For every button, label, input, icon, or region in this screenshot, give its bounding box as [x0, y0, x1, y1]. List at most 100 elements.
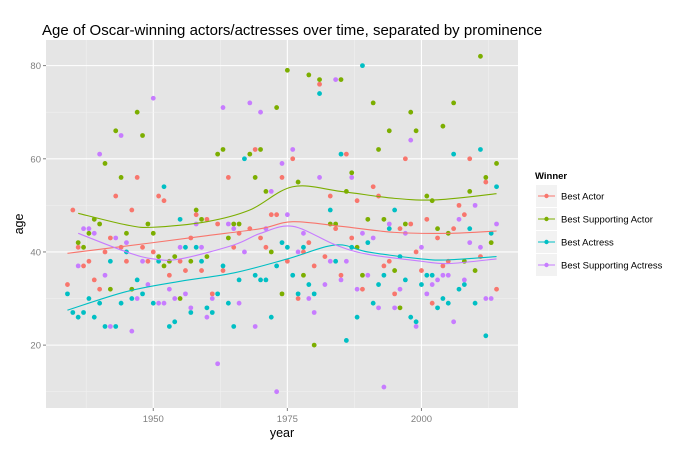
- point-best-supporting-actor: [376, 147, 381, 152]
- point-best-supporting-actor: [215, 151, 221, 157]
- trend-lines: [67, 185, 497, 311]
- point-best-actor: [102, 249, 108, 255]
- point-best-supporting-actor: [140, 133, 145, 138]
- point-best-actress: [360, 63, 365, 69]
- point-best-supporting-actress: [231, 226, 237, 232]
- point-best-actor: [204, 216, 210, 222]
- point-best-supporting-actress: [258, 109, 263, 115]
- point-best-supporting-actress: [284, 212, 290, 218]
- point-best-actress: [483, 333, 489, 339]
- point-best-supporting-actor: [156, 254, 162, 260]
- legend-item-best-actor: Best Actor: [536, 185, 604, 207]
- y-tick-label: 40: [30, 247, 41, 258]
- point-best-actress: [333, 258, 339, 264]
- point-best-actress: [290, 272, 296, 278]
- point-best-actress: [306, 282, 312, 287]
- trend-line-best-supporting-actress: [77, 225, 497, 265]
- point-best-actress: [220, 263, 226, 269]
- point-best-actress: [429, 272, 435, 278]
- point-best-actor: [177, 258, 183, 264]
- point-best-actress: [129, 296, 135, 301]
- point-best-actress: [402, 277, 408, 283]
- point-best-supporting-actor: [494, 161, 499, 166]
- point-best-supporting-actress: [483, 296, 489, 301]
- point-best-actress: [166, 324, 172, 329]
- point-best-actress: [435, 305, 440, 311]
- point-best-actor: [161, 198, 167, 204]
- point-best-actress: [419, 282, 424, 287]
- point-best-supporting-actress: [488, 296, 494, 301]
- point-best-supporting-actor: [429, 198, 435, 204]
- point-best-actor: [134, 175, 140, 180]
- point-best-actress: [461, 282, 467, 287]
- point-best-supporting-actor: [247, 151, 253, 157]
- point-best-actor: [327, 193, 333, 199]
- point-best-actress: [258, 277, 263, 283]
- point-best-actress: [413, 319, 419, 325]
- point-best-supporting-actor: [279, 291, 285, 297]
- point-best-actress: [295, 291, 301, 297]
- point-best-supporting-actress: [220, 105, 226, 110]
- point-best-supporting-actor: [338, 77, 344, 82]
- point-best-actor: [360, 286, 365, 292]
- point-best-actress: [199, 258, 204, 264]
- point-best-supporting-actress: [376, 305, 381, 311]
- point-best-supporting-actress: [317, 175, 322, 180]
- point-best-actor: [456, 202, 462, 208]
- point-best-supporting-actor: [311, 342, 317, 348]
- point-best-supporting-actress: [327, 258, 333, 264]
- point-best-actress: [370, 300, 376, 306]
- point-best-actor: [386, 258, 392, 264]
- point-best-actor: [392, 291, 398, 297]
- point-best-supporting-actress: [429, 282, 435, 287]
- point-best-supporting-actor: [107, 286, 113, 292]
- y-tick-label: 80: [30, 61, 41, 72]
- point-best-supporting-actress: [107, 324, 113, 329]
- legend: Winner Best Actor Best Supporting Actor Be…: [535, 171, 663, 276]
- point-best-supporting-actress: [290, 147, 296, 152]
- point-best-actress: [118, 300, 124, 306]
- point-best-actress: [354, 314, 360, 320]
- point-best-actress: [102, 324, 108, 329]
- point-best-supporting-actress: [113, 235, 119, 241]
- point-best-supporting-actress: [413, 324, 419, 329]
- point-best-supporting-actress: [102, 272, 108, 278]
- legend-label: Best Actor: [561, 192, 604, 203]
- point-best-actress: [177, 216, 183, 222]
- point-best-supporting-actor: [483, 175, 489, 180]
- point-best-actor: [97, 286, 103, 292]
- point-best-actress: [252, 272, 258, 278]
- point-best-supporting-actress: [166, 286, 172, 292]
- point-best-supporting-actor: [295, 179, 301, 185]
- point-best-supporting-actor: [397, 305, 403, 311]
- point-best-actress: [150, 300, 156, 306]
- point-best-actor: [75, 244, 81, 250]
- point-best-supporting-actor: [451, 100, 457, 106]
- point-best-supporting-actor: [268, 249, 274, 255]
- point-best-supporting-actor: [193, 207, 199, 213]
- point-best-actor: [284, 258, 290, 264]
- point-best-actress: [408, 314, 414, 320]
- point-best-supporting-actress: [467, 240, 473, 246]
- point-best-actor: [295, 296, 301, 301]
- point-best-actor: [397, 226, 403, 232]
- point-best-actor: [145, 258, 151, 264]
- point-best-supporting-actress: [183, 291, 188, 297]
- legend-key-point: [544, 239, 549, 245]
- point-best-supporting-actress: [134, 296, 140, 301]
- point-best-actor: [86, 258, 92, 264]
- point-best-actor: [65, 282, 70, 287]
- point-best-actor: [220, 268, 226, 273]
- point-best-supporting-actor: [113, 128, 119, 134]
- y-axis-label: age: [12, 214, 26, 235]
- point-best-supporting-actor: [97, 221, 103, 227]
- point-best-actress: [301, 244, 306, 250]
- point-best-actor: [279, 175, 285, 180]
- point-best-actress: [381, 272, 387, 278]
- point-best-supporting-actor: [75, 240, 81, 246]
- point-best-supporting-actor: [381, 216, 387, 222]
- point-best-actress: [113, 324, 119, 329]
- point-best-supporting-actress: [225, 221, 231, 227]
- point-best-actor: [467, 156, 473, 162]
- point-best-actress: [445, 300, 451, 306]
